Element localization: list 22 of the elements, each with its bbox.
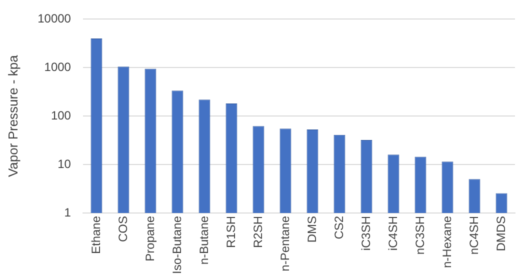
y-tick-label: 10000	[38, 12, 72, 26]
x-tick-label: R2SH	[250, 216, 265, 248]
x-tick-label: CS2	[332, 216, 346, 240]
y-axis-title: Vapor Pressure - kpa	[5, 54, 20, 178]
x-tick-label: COS	[116, 216, 130, 242]
x-tick-label: R1SH	[224, 216, 238, 248]
x-tick-label: Ethane	[88, 216, 103, 254]
x-tick-label: n-Pentane	[278, 216, 292, 272]
x-tick-label: iC4SH	[386, 216, 400, 251]
x-tick-label: DMS	[304, 216, 319, 243]
x-tick-label: DMDS	[494, 216, 508, 252]
x-tick-label: n-Hexane	[440, 216, 454, 268]
y-tick-label: 10	[58, 156, 72, 171]
x-tick-label: Propane	[142, 216, 157, 262]
x-tick-label: iC3SH	[358, 216, 373, 251]
y-tick-label: 100	[50, 108, 72, 122]
x-tick-label: nC4SH	[466, 216, 481, 255]
x-tick-label: n-Butane	[196, 216, 211, 265]
y-tick-label: 1000	[44, 60, 72, 74]
x-tick-label: nC3SH	[412, 216, 427, 255]
y-tick-label: 1	[64, 205, 72, 220]
x-tick-label: Iso-Butane	[170, 216, 184, 274]
